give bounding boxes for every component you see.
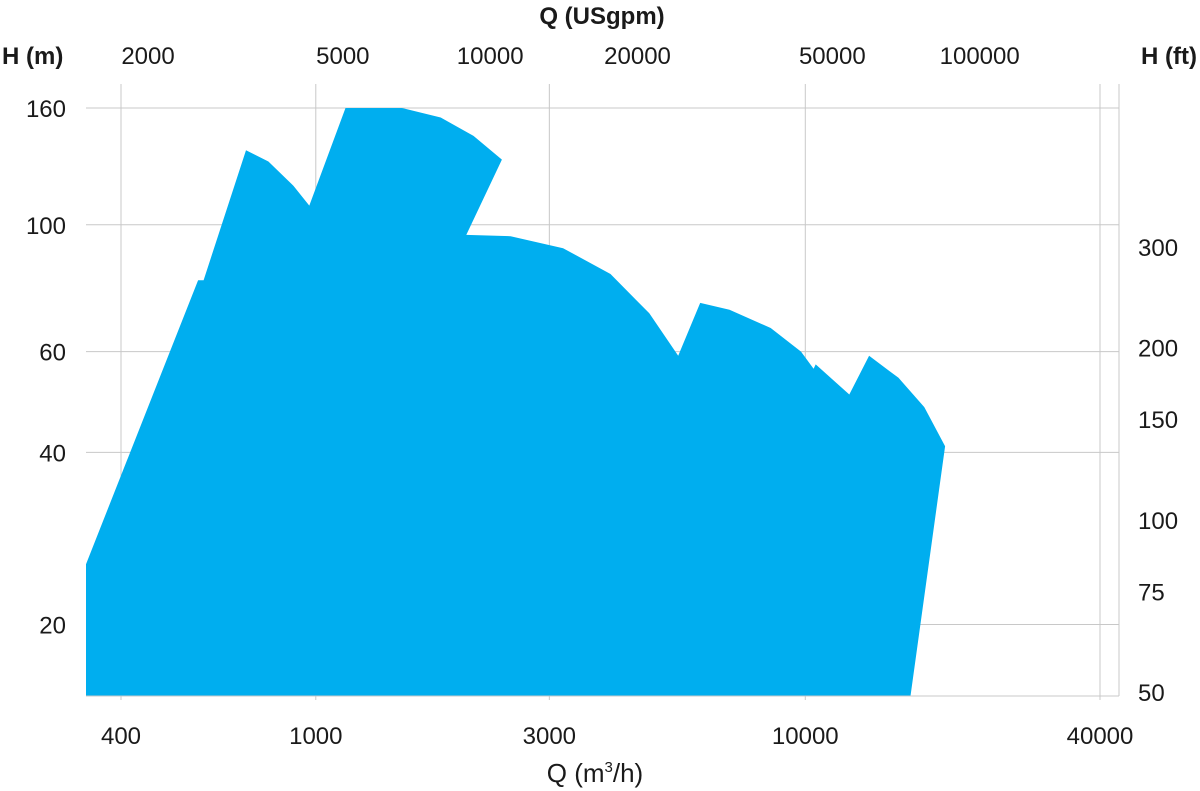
y-tick-label: 40 (39, 440, 66, 467)
right-tick-label: 75 (1138, 579, 1165, 606)
x-tick-label: 3000 (523, 723, 576, 750)
top-tick-label: 50000 (799, 43, 866, 70)
performance-range-area (86, 108, 946, 696)
x-tick-label: 10000 (772, 723, 839, 750)
top-tick-label: 100000 (940, 43, 1020, 70)
top-axis-title: Q (USgpm) (539, 3, 664, 30)
top-tick-label: 2000 (121, 43, 174, 70)
right-tick-label: 50 (1138, 680, 1165, 707)
tick-labels: 400 1000 3000 10000 40000 2000 5000 10000 20000 5… (26, 43, 1178, 750)
bottom-axis-title-base: Q (m (547, 758, 605, 788)
bottom-axis-title: Q (m3/h) (547, 758, 643, 788)
x-tick-label: 1000 (289, 723, 342, 750)
y-tick-label: 20 (39, 613, 66, 640)
top-tick-label: 10000 (457, 43, 524, 70)
bottom-axis-title-tail: /h) (613, 758, 643, 788)
axis-frame (86, 84, 1120, 697)
top-tick-label: 5000 (316, 43, 369, 70)
right-axis-title: H (ft) (1141, 43, 1197, 70)
x-tick-label: 40000 (1067, 723, 1134, 750)
left-axis-title: H (m) (2, 43, 63, 70)
right-tick-label: 100 (1138, 508, 1178, 535)
top-tick-label: 20000 (604, 43, 671, 70)
y-tick-label: 100 (26, 213, 66, 240)
right-tick-label: 200 (1138, 336, 1178, 363)
bottom-axis-title-superscript: 3 (605, 759, 613, 776)
y-tick-label: 60 (39, 340, 66, 367)
right-tick-label: 300 (1138, 235, 1178, 262)
x-tick-label: 400 (101, 723, 141, 750)
right-tick-label: 150 (1138, 407, 1178, 434)
y-tick-label: 160 (26, 96, 66, 123)
